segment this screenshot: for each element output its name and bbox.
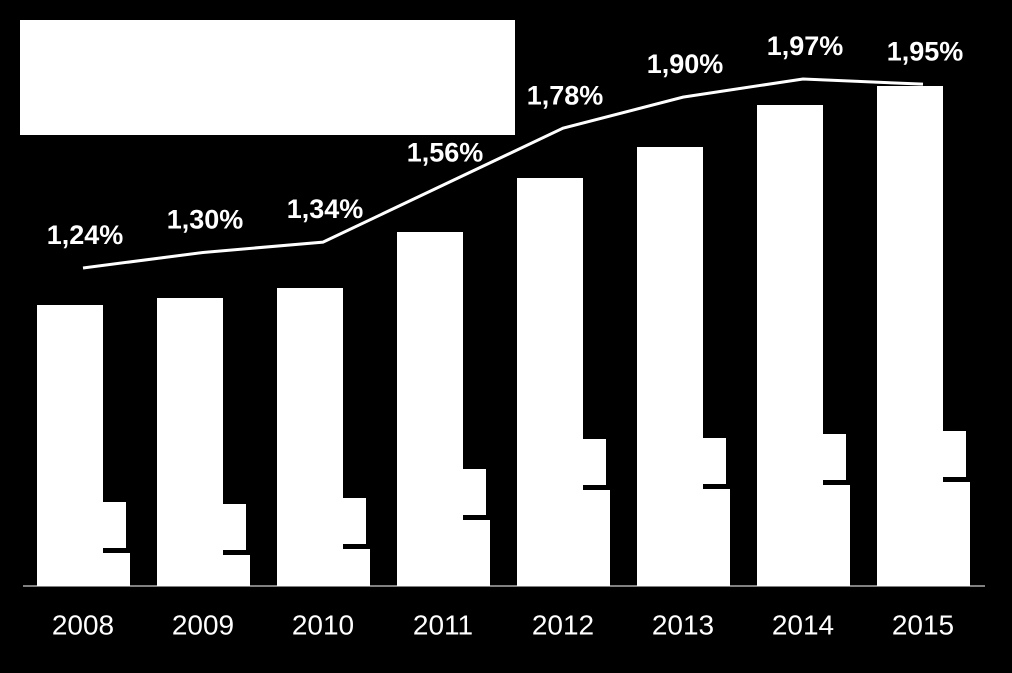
label-box (703, 438, 726, 484)
label-box (823, 434, 846, 480)
bar (757, 105, 823, 586)
label-box (103, 502, 126, 548)
legend-box (20, 20, 515, 135)
bar (463, 520, 490, 586)
label-box (463, 469, 486, 515)
data-label: 1,30% (167, 205, 244, 235)
bar (583, 490, 610, 586)
x-tick-label: 2010 (292, 609, 354, 640)
bar (397, 232, 463, 586)
data-label: 1,56% (407, 137, 484, 167)
bar (823, 485, 850, 586)
bar (637, 147, 703, 586)
data-label: 1,24% (47, 220, 124, 250)
x-tick-label: 2013 (652, 609, 714, 640)
data-label: 1,95% (887, 36, 964, 66)
bar (943, 482, 970, 586)
x-tick-label: 2009 (172, 609, 234, 640)
label-box (583, 439, 606, 485)
bar (343, 549, 370, 586)
bar (277, 288, 343, 586)
bar (517, 178, 583, 586)
x-tick-label: 2015 (892, 609, 954, 640)
x-tick-label: 2014 (772, 609, 834, 640)
bar (103, 553, 130, 586)
x-tick-label: 2012 (532, 609, 594, 640)
data-label: 1,78% (527, 80, 604, 110)
label-box (223, 504, 246, 550)
bar (877, 86, 943, 586)
data-label: 1,97% (767, 31, 844, 61)
bar (703, 489, 730, 586)
data-label: 1,34% (287, 194, 364, 224)
bar (223, 555, 250, 586)
bar (37, 305, 103, 586)
data-label: 1,90% (647, 49, 724, 79)
x-tick-label: 2011 (413, 609, 473, 640)
label-box (943, 431, 966, 477)
label-box (343, 498, 366, 544)
bar (157, 298, 223, 586)
line (82, 77, 924, 270)
x-tick-label: 2008 (52, 609, 114, 640)
